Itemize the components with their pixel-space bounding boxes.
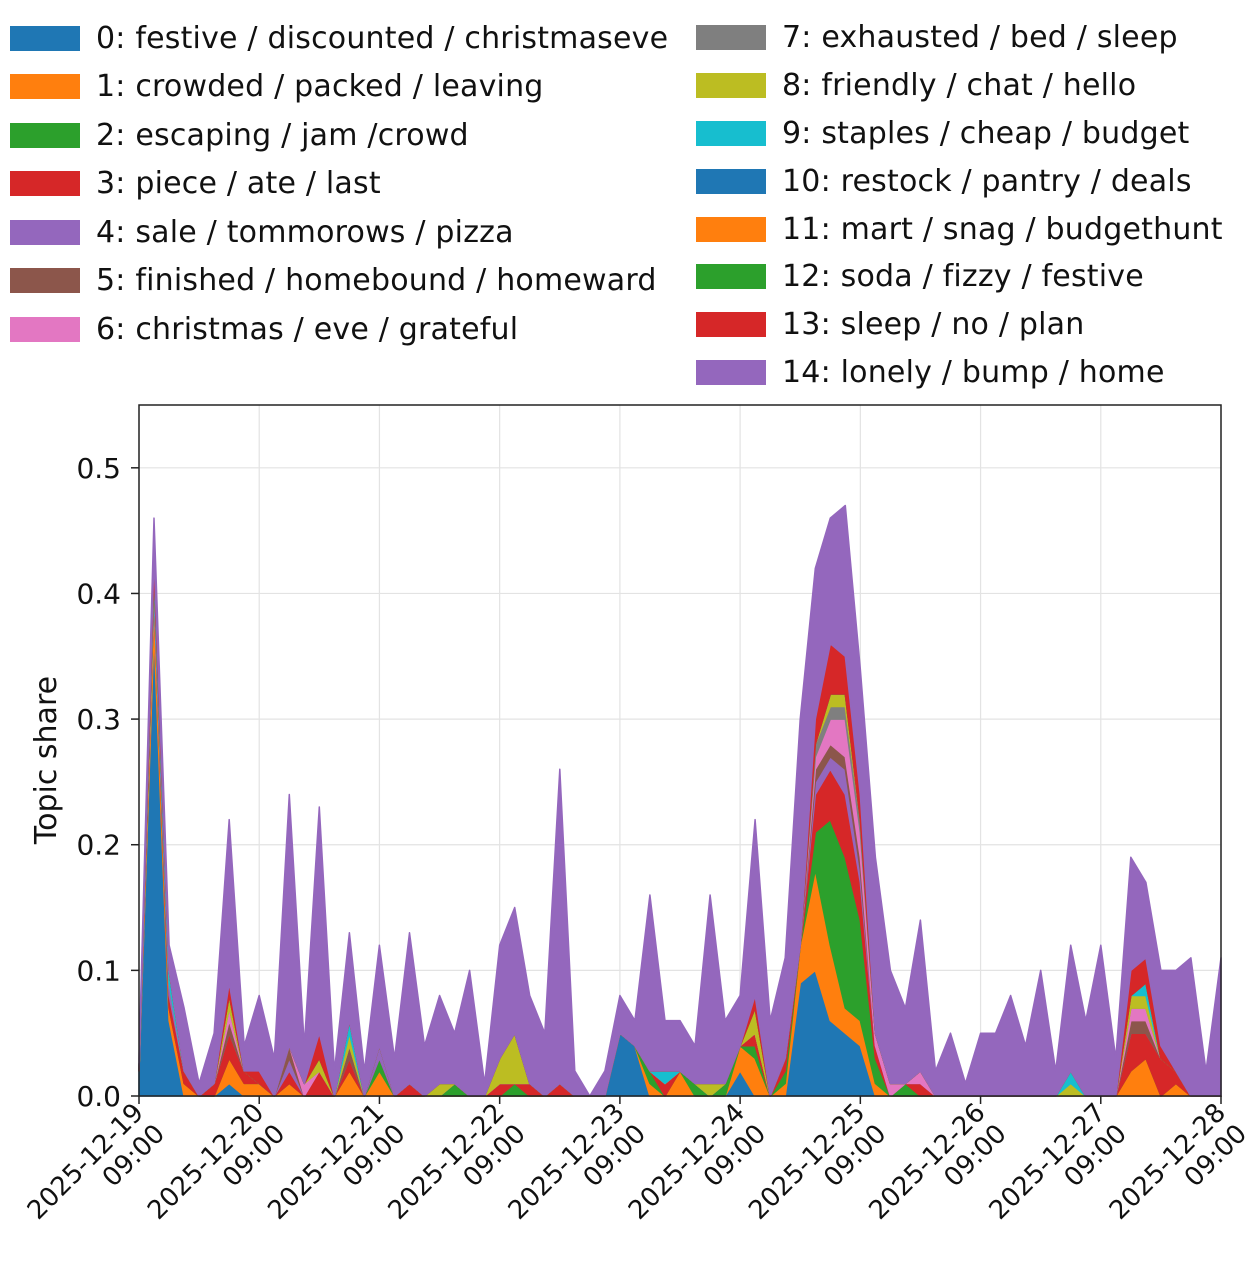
legend-label: 10: restock / pantry / deals [782, 163, 1192, 199]
x-tick-label: 2025-12-2409:00 [623, 1098, 772, 1247]
legend-item: 7: exhausted / bed / sleep [696, 14, 1223, 62]
legend-swatch [696, 73, 766, 99]
legend-label: 3: piece / ate / last [96, 166, 381, 202]
legend-swatch [10, 268, 80, 294]
y-tick-label: 0.2 [76, 829, 121, 862]
legend-left-column: 0: festive / discounted / christmaseve 1:… [10, 14, 668, 354]
legend-label: 11: mart / snag / budgethunt [782, 211, 1223, 247]
legend-item: 0: festive / discounted / christmaseve [10, 14, 668, 63]
legend-label: 12: soda / fizzy / festive [782, 259, 1144, 295]
legend-swatch [696, 312, 766, 338]
y-tick-label: 0.5 [76, 452, 121, 485]
legend-swatch [696, 168, 766, 194]
plot-frame [138, 404, 1222, 1097]
legend-swatch [10, 171, 80, 197]
stacked-areas [138, 504, 1222, 1097]
y-axis-label: Topic share [29, 676, 64, 845]
y-tick-label: 0.3 [76, 703, 121, 736]
x-tick-label: 2025-12-2509:00 [743, 1098, 892, 1247]
legend-item: 8: friendly / chat / hello [696, 62, 1223, 110]
legend-item: 3: piece / ate / last [10, 160, 668, 209]
legend-label: 8: friendly / chat / hello [782, 68, 1137, 104]
x-tick-label: 2025-12-2809:00 [1104, 1098, 1248, 1247]
y-tick-label: 0.0 [76, 1080, 121, 1113]
legend-label: 13: sleep / no / plan [782, 307, 1085, 343]
x-tick-label: 2025-12-2309:00 [503, 1098, 652, 1247]
legend-swatch [696, 359, 766, 385]
legend-label: 2: escaping / jam /crowd [96, 117, 469, 153]
legend-item: 5: finished / homebound / homeward [10, 257, 668, 306]
legend-item: 1: crowded / packed / leaving [10, 63, 668, 112]
legend-swatch [696, 264, 766, 290]
x-tick-label: 2025-12-2009:00 [142, 1098, 291, 1247]
legend-item: 6: christmas / eve / grateful [10, 305, 668, 354]
legend-item: 12: soda / fizzy / festive [696, 253, 1223, 301]
legend-swatch [10, 25, 80, 51]
legend-item: 4: sale / tommorows / pizza [10, 208, 668, 257]
x-tick-label: 2025-12-2209:00 [383, 1098, 532, 1247]
legend-item: 10: restock / pantry / deals [696, 157, 1223, 205]
legend-swatch [10, 122, 80, 148]
legend-swatch [10, 74, 80, 100]
legend-label: 5: finished / homebound / homeward [96, 263, 657, 299]
legend-label: 0: festive / discounted / christmaseve [96, 20, 669, 56]
x-tick-label: 2025-12-2709:00 [984, 1098, 1133, 1247]
legend-item: 13: sleep / no / plan [696, 301, 1223, 349]
legend-label: 9: staples / cheap / budget [782, 115, 1190, 151]
x-axis-ticks: 2025-12-1909:002025-12-2009:002025-12-21… [22, 1096, 1248, 1247]
legend-swatch [696, 120, 766, 146]
legend-right-column: 7: exhausted / bed / sleep 8: friendly / … [696, 14, 1223, 396]
legend-item: 14: lonely / bump / home [696, 349, 1223, 397]
legend-label: 6: christmas / eve / grateful [96, 311, 519, 347]
legend-label: 7: exhausted / bed / sleep [782, 20, 1178, 56]
legend-swatch [10, 219, 80, 245]
legend-label: 14: lonely / bump / home [782, 354, 1165, 390]
legend-swatch [696, 25, 766, 51]
legend-label: 1: crowded / packed / leaving [96, 69, 544, 105]
legend-item: 11: mart / snag / budgethunt [696, 205, 1223, 253]
legend-item: 9: staples / cheap / budget [696, 110, 1223, 158]
legend-item: 2: escaping / jam /crowd [10, 111, 668, 160]
legend-swatch [10, 316, 80, 342]
x-tick-label: 2025-12-1909:00 [22, 1098, 171, 1247]
legend-label: 4: sale / tommorows / pizza [96, 214, 514, 250]
y-tick-label: 0.1 [76, 954, 121, 987]
x-tick-label: 2025-12-2609:00 [863, 1098, 1012, 1247]
y-tick-label: 0.4 [76, 577, 121, 610]
y-axis-ticks: 0.0 0.1 0.2 0.3 0.4 0.5 [76, 452, 139, 1113]
x-tick-label: 2025-12-2109:00 [262, 1098, 411, 1247]
legend-swatch [696, 216, 766, 242]
area-series-14 [138, 504, 1222, 1097]
